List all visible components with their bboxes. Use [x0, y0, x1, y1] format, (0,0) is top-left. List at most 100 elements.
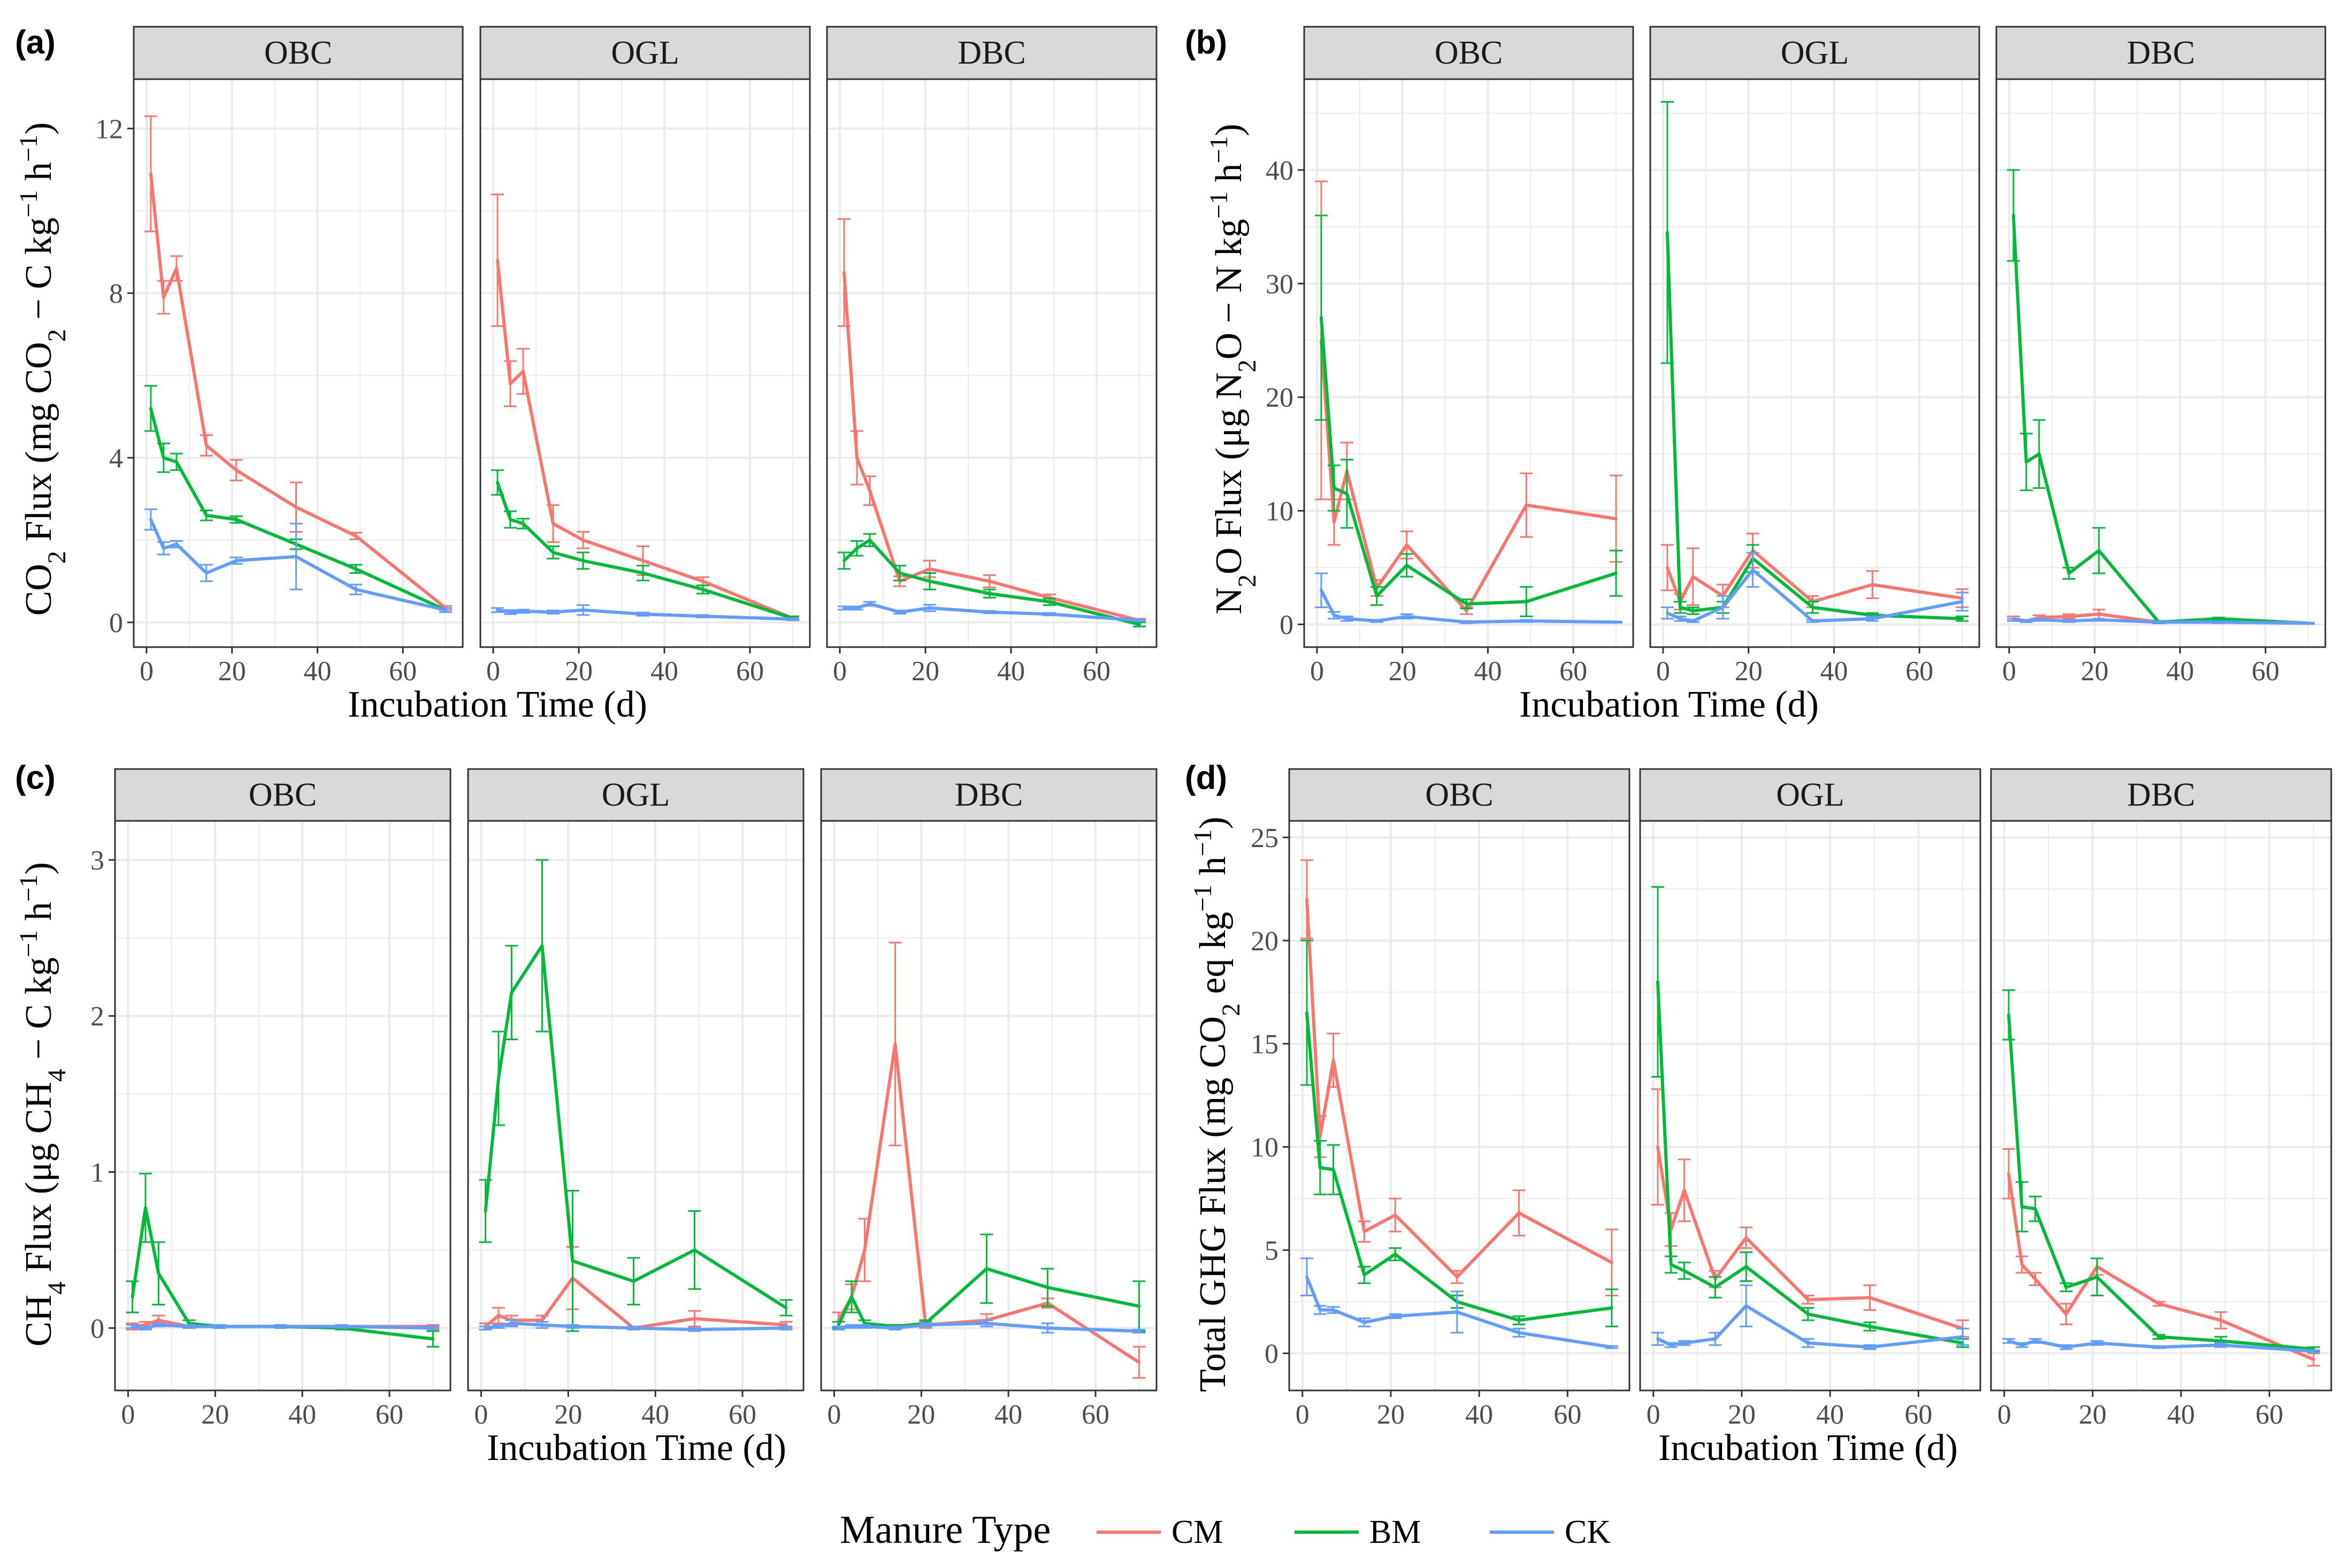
series-line	[2011, 215, 2309, 625]
data-point	[843, 271, 846, 274]
data-point	[204, 443, 208, 447]
x-tick-label: 20	[2079, 1400, 2107, 1430]
data-point	[149, 518, 152, 521]
data-point	[2097, 618, 2101, 622]
data-point	[855, 606, 859, 610]
data-point	[294, 555, 298, 558]
y-axis-title-part: −1	[14, 135, 43, 162]
data-point	[2011, 213, 2015, 217]
data-point	[1656, 1145, 1660, 1149]
data-point	[1455, 1310, 1459, 1314]
series-bm	[1314, 214, 1623, 618]
data-point	[1868, 1345, 1872, 1349]
x-tick-label: 0	[474, 1400, 488, 1430]
data-point	[1871, 583, 1874, 587]
data-point	[1525, 503, 1528, 507]
facet-strip	[467, 768, 805, 822]
series-line	[843, 538, 1140, 626]
data-point	[985, 1267, 989, 1271]
series-ck	[2002, 1338, 2320, 1354]
x-tick-label: 60	[1083, 656, 1111, 687]
facet-strip	[1990, 768, 2332, 822]
data-point	[2024, 460, 2028, 464]
data-point	[1806, 1298, 1810, 1302]
data-point	[2097, 612, 2101, 616]
data-point	[1046, 1326, 1050, 1330]
data-point	[1682, 1188, 1686, 1192]
facet-title: DBC	[2127, 35, 2195, 71]
data-point	[2095, 1275, 2099, 1279]
data-point	[1665, 611, 1669, 615]
y-axis-title-part: Flux (mg CO	[18, 342, 59, 551]
facet-strip	[826, 26, 1158, 80]
y-axis-title-part: h	[1192, 856, 1234, 885]
series-line	[2007, 1014, 2314, 1351]
data-point	[868, 538, 871, 542]
data-point	[431, 1337, 435, 1341]
facet-strip	[1995, 26, 2326, 80]
y-axis-title-part: − C kg	[18, 218, 59, 329]
data-point	[540, 944, 544, 948]
data-point	[1318, 1135, 1322, 1139]
data-point	[2157, 620, 2161, 624]
data-point	[1138, 618, 1141, 622]
data-point	[571, 1325, 575, 1328]
data-point	[1610, 1345, 1613, 1349]
data-point	[1362, 1229, 1366, 1233]
series-ck	[2007, 618, 2315, 625]
data-point	[2033, 1207, 2037, 1211]
plot-background	[468, 821, 803, 1390]
x-tick-label: 60	[729, 1400, 756, 1430]
data-point	[1137, 1304, 1141, 1308]
y-axis-title-part: 2	[1233, 574, 1261, 587]
data-point	[1744, 1265, 1748, 1269]
series-line	[485, 1321, 786, 1332]
data-point	[484, 1326, 487, 1330]
data-point	[162, 295, 165, 299]
y-tick-label: 0	[1265, 1339, 1278, 1370]
data-point	[1682, 1269, 1686, 1273]
panel-label: (b)	[1185, 24, 1227, 61]
x-tick-label: 40	[1820, 656, 1848, 687]
data-point	[1961, 600, 1964, 604]
data-point	[1375, 594, 1379, 598]
data-point	[2307, 621, 2310, 625]
x-tick-label: 20	[1389, 656, 1416, 687]
data-point	[1665, 566, 1669, 570]
x-tick-label: 20	[1728, 1400, 1756, 1430]
y-axis-title-part: −1	[1205, 191, 1233, 219]
data-point	[131, 1325, 134, 1328]
series-ck	[144, 508, 453, 613]
series-bm	[2002, 989, 2320, 1352]
data-point	[1332, 520, 1336, 524]
data-point	[581, 538, 585, 542]
data-point	[157, 1323, 160, 1327]
data-point	[1137, 1361, 1141, 1364]
data-point	[234, 468, 238, 472]
panel-border	[479, 78, 811, 648]
series-line	[844, 602, 1140, 622]
data-point	[1405, 543, 1408, 547]
y-axis-title-part: h	[1208, 164, 1250, 192]
data-point	[1345, 617, 1349, 620]
data-point	[1961, 1335, 1964, 1339]
facet-strip	[133, 26, 464, 80]
data-point	[2037, 452, 2041, 456]
series-bm	[1300, 940, 1618, 1327]
data-point	[1614, 620, 1618, 624]
data-point	[1811, 619, 1814, 623]
legend-label: CK	[1565, 1514, 1611, 1550]
data-point	[1678, 605, 1682, 609]
series-ck	[1300, 1257, 1618, 1349]
x-tick-label: 40	[2167, 1400, 2195, 1430]
data-point	[484, 1209, 487, 1213]
y-axis-title-part: eq kg	[1192, 912, 1234, 1003]
data-point	[1871, 617, 1874, 620]
facet-dbc: DBC 0 20 40 60	[820, 768, 1158, 1430]
data-point	[2067, 614, 2071, 618]
data-point	[162, 456, 165, 459]
series-line	[837, 1042, 1140, 1364]
x-tick-label: 0	[1656, 656, 1670, 687]
data-point	[863, 1248, 867, 1252]
x-tick-label: 40	[641, 1400, 669, 1430]
